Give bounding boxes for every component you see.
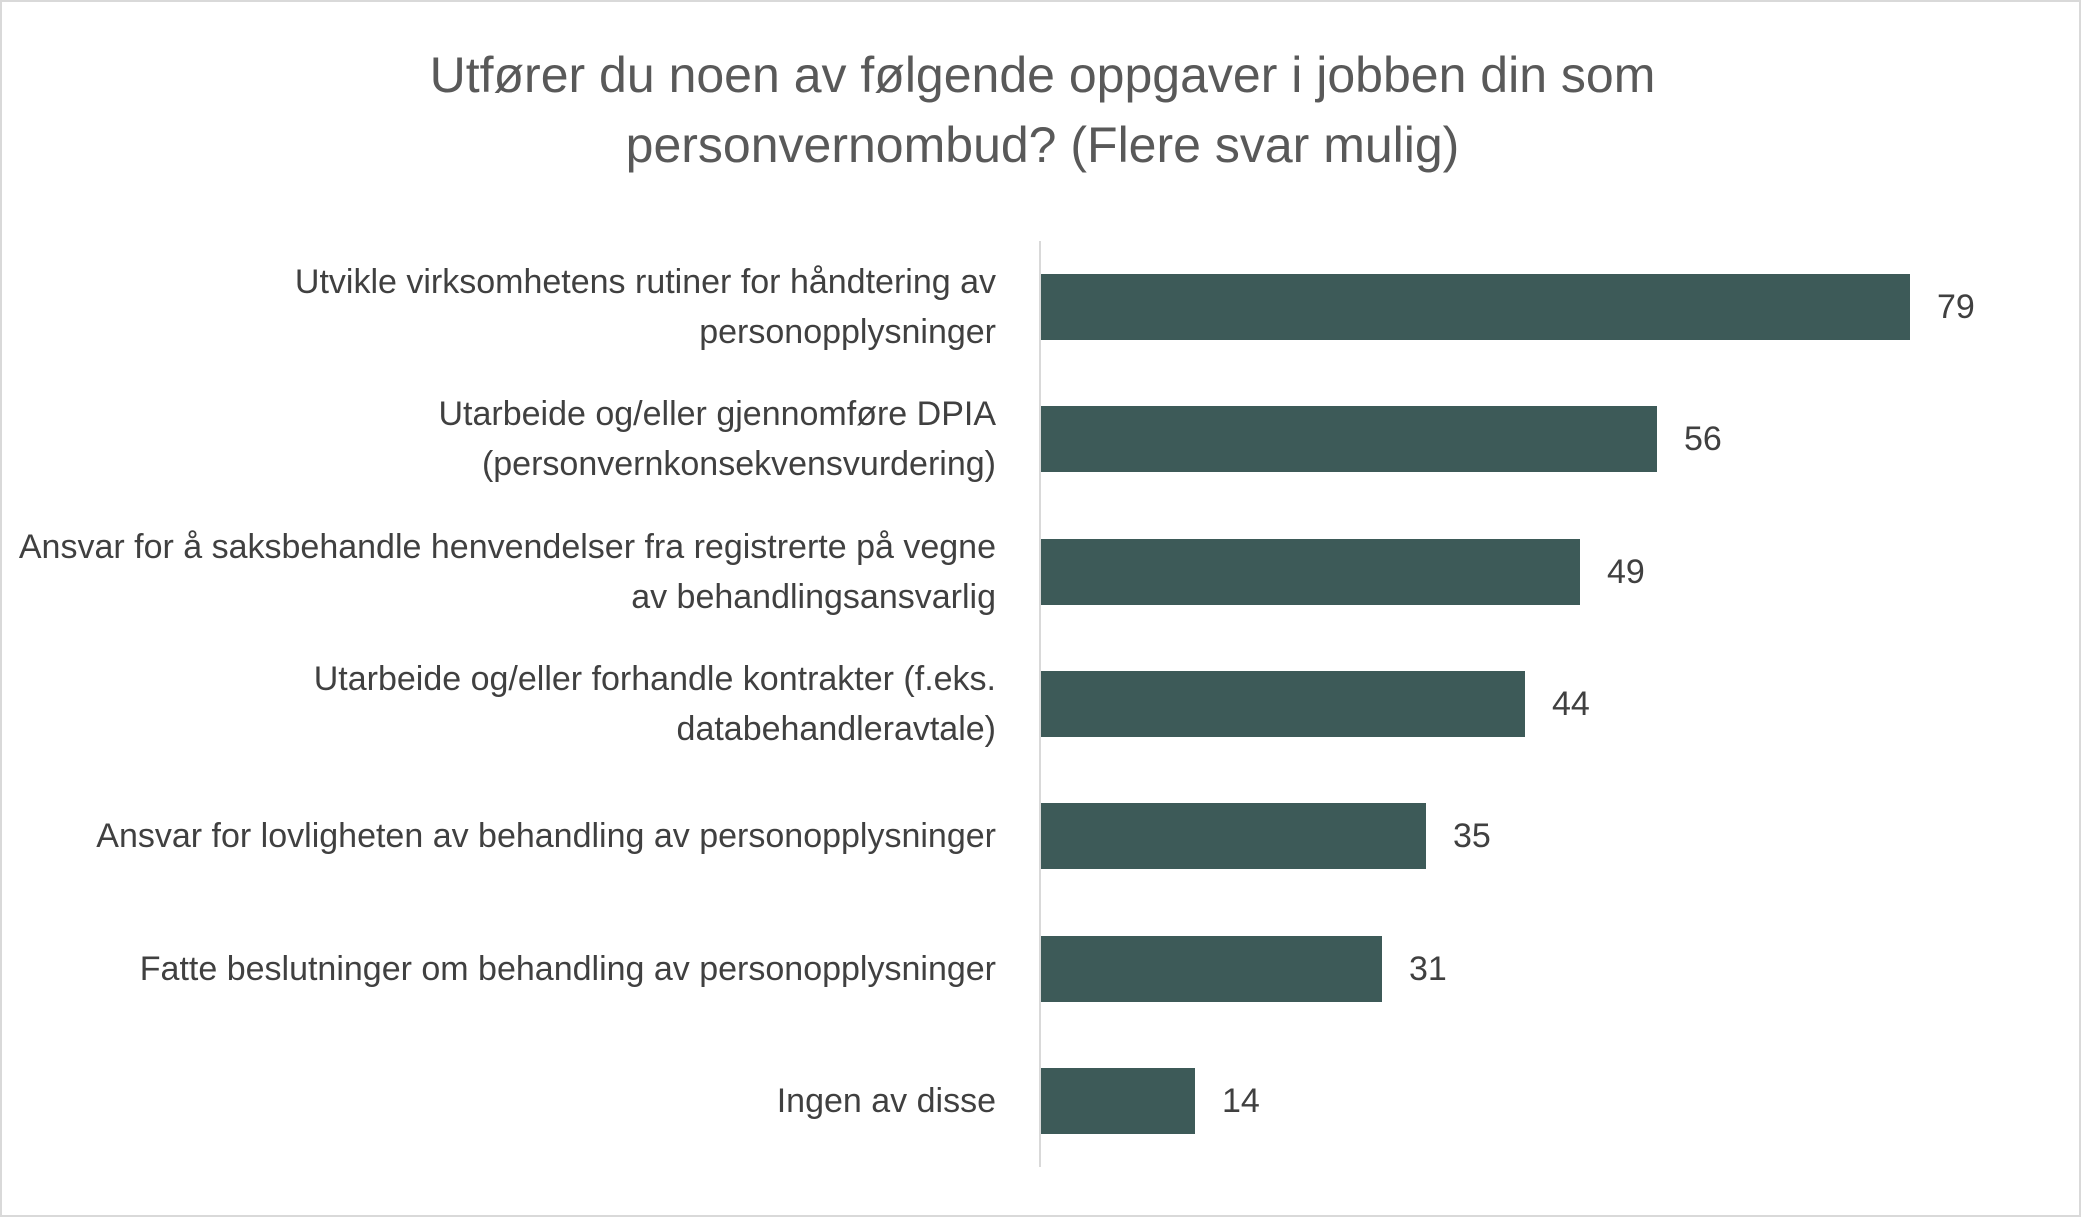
category-label-text: Ansvar for å saksbehandle henvendelser f… xyxy=(18,527,996,616)
data-label: 79 xyxy=(1937,288,1975,326)
category-label-text: Ansvar for lovligheten av behandling av … xyxy=(96,817,996,856)
category-label: Utarbeide og/eller gjennomføre DPIA (per… xyxy=(2,373,997,505)
data-label: 14 xyxy=(1222,1081,1260,1120)
category-label-text: Utarbeide og/eller gjennomføre DPIA (per… xyxy=(438,395,997,484)
bar xyxy=(1041,538,1580,605)
data-label: 56 xyxy=(1684,420,1722,459)
category-label: Fatte beslutninger om behandling av pers… xyxy=(2,903,996,1035)
bar xyxy=(1041,935,1382,1002)
category-label: Utvikle virksomhetens rutiner for håndte… xyxy=(2,241,996,373)
category-axis-line xyxy=(1039,241,1041,1167)
category-label: Ingen av disse xyxy=(2,1035,996,1167)
bar xyxy=(1041,670,1525,737)
bar xyxy=(1041,406,1657,473)
data-label: 31 xyxy=(1409,949,1447,988)
data-label: 49 xyxy=(1607,552,1645,591)
category-label-text: Utvikle virksomhetens rutiner for håndte… xyxy=(294,263,996,351)
category-label-text: Fatte beslutninger om behandling av pers… xyxy=(139,949,996,988)
data-label: 35 xyxy=(1453,817,1491,856)
category-label: Ansvar for å saksbehandle henvendelser f… xyxy=(2,506,996,638)
bar xyxy=(1041,1067,1195,1134)
category-label: Ansvar for lovligheten av behandling av … xyxy=(2,770,996,902)
bar xyxy=(1041,274,1910,340)
data-label: 44 xyxy=(1552,684,1590,723)
category-label-text: Ingen av disse xyxy=(776,1081,996,1120)
category-label: Utarbeide og/eller forhandle kontrakter … xyxy=(2,638,996,770)
category-label-text: Utarbeide og/eller forhandle kontrakter … xyxy=(313,659,996,748)
bar xyxy=(1041,803,1426,870)
chart-title: Utfører du noen av følgende oppgaver i j… xyxy=(429,47,1656,173)
